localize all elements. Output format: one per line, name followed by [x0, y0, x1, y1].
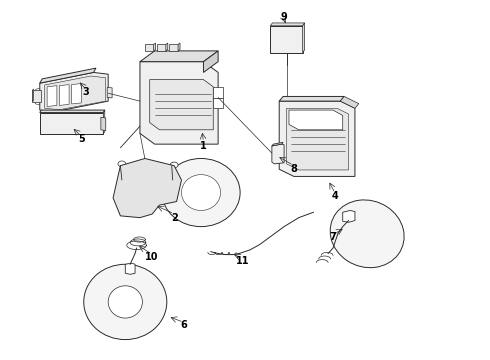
Text: 8: 8 [291, 164, 297, 174]
Polygon shape [103, 110, 105, 134]
Polygon shape [47, 86, 57, 107]
Ellipse shape [84, 264, 167, 339]
Ellipse shape [171, 162, 177, 167]
Ellipse shape [280, 35, 294, 44]
Polygon shape [72, 84, 81, 104]
Ellipse shape [108, 286, 143, 318]
Polygon shape [270, 26, 303, 53]
Bar [64, 117, 72, 132]
Ellipse shape [181, 175, 221, 211]
Polygon shape [32, 90, 41, 102]
Polygon shape [150, 80, 213, 130]
Ellipse shape [118, 161, 126, 167]
Polygon shape [340, 96, 359, 108]
Polygon shape [287, 108, 348, 170]
Polygon shape [169, 44, 178, 51]
Polygon shape [40, 72, 108, 112]
Polygon shape [203, 51, 218, 72]
Ellipse shape [141, 186, 149, 192]
Ellipse shape [162, 158, 240, 226]
Polygon shape [125, 263, 135, 274]
Polygon shape [279, 101, 355, 176]
Text: 2: 2 [171, 213, 177, 222]
Polygon shape [289, 110, 343, 130]
Ellipse shape [120, 211, 126, 215]
Bar [45, 117, 52, 132]
Polygon shape [59, 85, 69, 105]
Polygon shape [107, 87, 112, 98]
Text: 7: 7 [330, 232, 336, 242]
Polygon shape [40, 110, 105, 113]
Polygon shape [40, 113, 103, 134]
Polygon shape [303, 23, 305, 53]
Ellipse shape [34, 89, 43, 96]
Text: 4: 4 [332, 191, 339, 201]
Polygon shape [213, 87, 223, 98]
Polygon shape [154, 43, 156, 51]
Polygon shape [213, 98, 223, 108]
Polygon shape [101, 117, 106, 131]
Text: 1: 1 [200, 141, 207, 151]
Bar [74, 117, 81, 132]
Text: 3: 3 [83, 87, 90, 97]
Polygon shape [140, 51, 218, 62]
Ellipse shape [275, 151, 281, 157]
Polygon shape [272, 144, 284, 164]
Bar [54, 117, 62, 132]
Ellipse shape [115, 194, 121, 198]
Text: 5: 5 [78, 134, 85, 144]
Bar [84, 117, 91, 132]
Polygon shape [113, 158, 181, 218]
Text: 10: 10 [146, 252, 159, 262]
Text: 9: 9 [281, 12, 288, 22]
Ellipse shape [170, 162, 178, 168]
Ellipse shape [34, 98, 43, 105]
Polygon shape [272, 142, 283, 146]
Polygon shape [178, 43, 180, 51]
Polygon shape [32, 89, 33, 102]
Polygon shape [166, 43, 168, 51]
Polygon shape [45, 76, 106, 110]
Polygon shape [343, 211, 355, 222]
Polygon shape [40, 68, 96, 83]
Polygon shape [140, 62, 218, 144]
Ellipse shape [330, 200, 404, 268]
Polygon shape [145, 44, 154, 51]
Ellipse shape [120, 163, 126, 168]
Text: 11: 11 [236, 256, 249, 266]
Polygon shape [157, 44, 166, 51]
Polygon shape [279, 96, 344, 101]
Polygon shape [270, 23, 305, 26]
Text: 6: 6 [180, 320, 187, 330]
